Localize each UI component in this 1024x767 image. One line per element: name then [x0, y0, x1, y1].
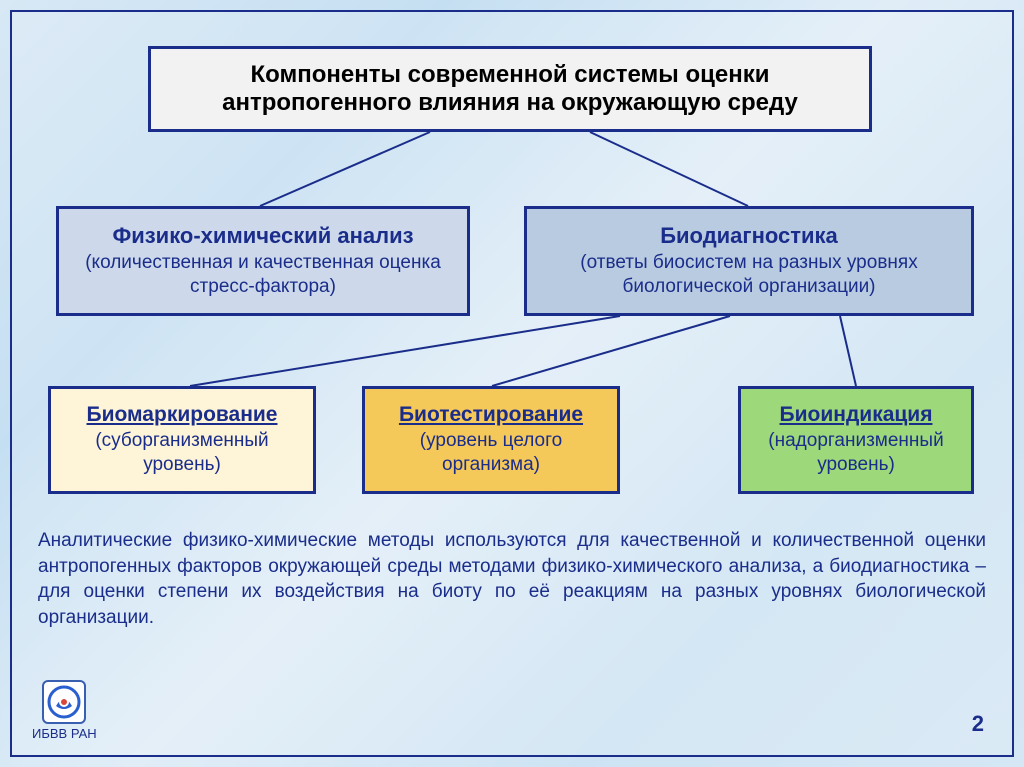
child3-subtitle: (надорганизменный уровень) [751, 429, 961, 477]
child3-title: Биоиндикация [751, 403, 961, 427]
child1-title: Биомаркирование [61, 403, 303, 427]
left-subtitle: (количественная и качественная оценка ст… [69, 251, 457, 299]
footer-logo: ИБВВ РАН [32, 680, 97, 741]
org-label: ИБВВ РАН [32, 726, 97, 741]
right-subtitle: (ответы биосистем на разных уровнях биол… [537, 251, 961, 299]
root-title: Компоненты современной системы оценки ан… [161, 61, 859, 117]
child2-title: Биотестирование [375, 403, 607, 427]
left-node: Физико-химический анализ (количественная… [56, 206, 470, 316]
page-number: 2 [972, 711, 984, 737]
right-node: Биодиагностика (ответы биосистем на разн… [524, 206, 974, 316]
right-title: Биодиагностика [537, 223, 961, 249]
child1-subtitle: (суборганизменный уровень) [61, 429, 303, 477]
left-title: Физико-химический анализ [69, 223, 457, 249]
org-logo-icon [42, 680, 86, 724]
child1-node: Биомаркирование (суборганизменный уровен… [48, 386, 316, 494]
description-paragraph: Аналитические физико-химические методы и… [38, 528, 986, 631]
root-node: Компоненты современной системы оценки ан… [148, 46, 872, 132]
child2-node: Биотестирование (уровень целого организм… [362, 386, 620, 494]
child2-subtitle: (уровень целого организма) [375, 429, 607, 477]
child3-node: Биоиндикация (надорганизменный уровень) [738, 386, 974, 494]
